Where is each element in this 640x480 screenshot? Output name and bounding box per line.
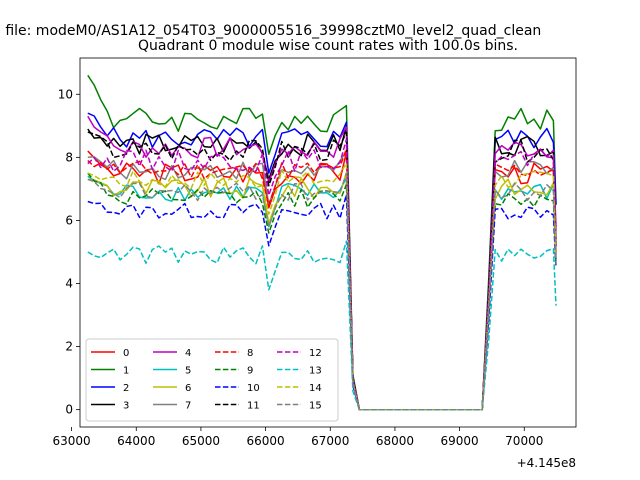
legend-label-15: 15	[309, 401, 322, 412]
y-axis: 0 2 4 6 8 10	[58, 87, 80, 417]
y-tick-label: 6	[65, 213, 73, 227]
series-line-15	[87, 172, 557, 411]
plot-lines	[87, 74, 557, 411]
y-tick-label: 2	[65, 340, 73, 354]
series-line-12	[87, 138, 557, 411]
series-line-8	[87, 148, 557, 411]
x-tick-label: 69000	[441, 434, 479, 448]
x-tick-label: 68000	[376, 434, 414, 448]
x-tick-label: 64000	[117, 434, 155, 448]
legend-label-11: 11	[247, 401, 260, 412]
y-tick-label: 0	[65, 403, 73, 417]
series-line-9	[87, 172, 557, 411]
series-line-6	[87, 171, 557, 411]
series-line-10	[87, 193, 557, 411]
legend-label-3: 3	[123, 401, 129, 412]
legend-label-5: 5	[185, 366, 191, 377]
legend-label-12: 12	[309, 348, 322, 359]
legend-box	[85, 338, 339, 422]
series-line-1	[87, 74, 557, 411]
x-tick-label: 67000	[311, 434, 349, 448]
legend-label-14: 14	[309, 383, 322, 394]
legend-label-10: 10	[247, 383, 260, 394]
y-tick-label: 4	[65, 277, 73, 291]
y-tick-label: 8	[65, 150, 73, 164]
legend-label-13: 13	[309, 366, 322, 377]
x-offset-label: +4.145e8	[517, 456, 576, 470]
x-tick-label: 63000	[52, 434, 90, 448]
legend-label-6: 6	[185, 383, 191, 394]
axes-frame	[79, 57, 577, 428]
legend-label-2: 2	[123, 383, 129, 394]
series-line-14	[87, 162, 557, 411]
chart-title: Quadrant 0 module wise count rates with …	[138, 38, 518, 54]
x-tick-label: 65000	[182, 434, 220, 448]
legend-label-7: 7	[185, 401, 191, 412]
x-tick-label: 70000	[505, 434, 543, 448]
legend-label-9: 9	[247, 366, 253, 377]
x-axis: 63000 64000 65000 66000 67000 68000 69000 70000	[52, 427, 543, 448]
x-tick-label: 66000	[247, 434, 285, 448]
legend-label-4: 4	[185, 348, 191, 359]
legend-label-8: 8	[247, 348, 253, 359]
figure-suptitle: n file: modeM0/AS1A12_054T03_9000005516_…	[0, 23, 541, 39]
series-line-11	[87, 131, 557, 411]
y-tick-label: 10	[58, 87, 73, 101]
legend-label-0: 0	[123, 348, 129, 359]
legend-label-1: 1	[123, 366, 129, 377]
series-line-13	[87, 240, 557, 411]
series-line-2	[87, 112, 557, 411]
